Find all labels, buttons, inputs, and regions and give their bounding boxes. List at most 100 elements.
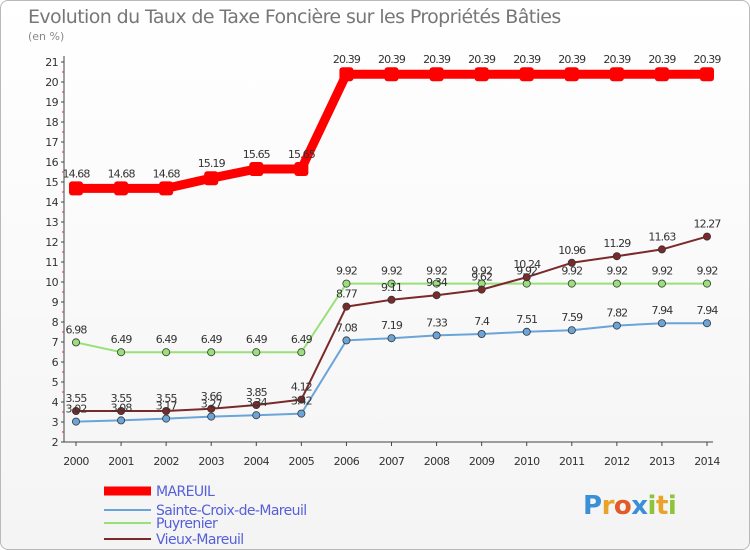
data-label: 7.51 bbox=[516, 313, 537, 326]
data-label: 15.19 bbox=[198, 157, 226, 170]
data-label: 3.17 bbox=[156, 400, 178, 413]
data-label: 6.49 bbox=[111, 333, 133, 346]
data-point bbox=[294, 162, 309, 176]
data-label: 10.96 bbox=[558, 244, 586, 257]
x-tick-label: 2006 bbox=[334, 455, 360, 468]
y-tick-label: 4 bbox=[52, 396, 59, 409]
legend-label: Puyrenier bbox=[156, 516, 218, 532]
data-label: 9.11 bbox=[381, 281, 402, 294]
data-point bbox=[612, 321, 621, 330]
legend-label: Sainte-Croix-de-Mareuil bbox=[156, 503, 307, 519]
data-label: 20.39 bbox=[423, 53, 451, 66]
y-tick-label: 19 bbox=[45, 96, 58, 109]
y-tick-label: 2 bbox=[52, 436, 58, 449]
data-label: 3.27 bbox=[201, 398, 223, 411]
data-point bbox=[432, 291, 441, 300]
data-point bbox=[207, 348, 216, 357]
data-point bbox=[387, 334, 396, 343]
data-label: 20.39 bbox=[694, 53, 722, 66]
data-point bbox=[114, 181, 129, 196]
x-tick-label: 2008 bbox=[424, 455, 450, 468]
data-point bbox=[522, 327, 531, 336]
data-label: 20.39 bbox=[378, 53, 406, 66]
data-label: 3.55 bbox=[156, 392, 178, 405]
data-label: 7.59 bbox=[561, 311, 583, 324]
logo-letter: r bbox=[601, 491, 615, 521]
y-tick-label: 12 bbox=[45, 236, 58, 249]
data-label: 20.39 bbox=[648, 53, 676, 66]
data-label: 11.29 bbox=[603, 237, 631, 250]
proxiti-logo: Proxiti bbox=[583, 491, 677, 521]
data-point bbox=[657, 319, 666, 328]
data-point bbox=[72, 338, 81, 347]
data-point bbox=[339, 67, 354, 82]
data-point bbox=[567, 258, 576, 267]
data-point bbox=[384, 67, 399, 82]
y-tick-label: 21 bbox=[45, 56, 58, 69]
data-label: 4.12 bbox=[291, 381, 312, 394]
data-point bbox=[567, 279, 576, 288]
data-label: 9.34 bbox=[426, 276, 448, 289]
data-label: 10.24 bbox=[513, 258, 541, 271]
data-point bbox=[432, 279, 441, 288]
data-label: 3.08 bbox=[111, 401, 133, 414]
data-point bbox=[252, 411, 261, 420]
data-label: 14.68 bbox=[153, 167, 181, 180]
data-point bbox=[700, 67, 714, 82]
y-tick-label: 15 bbox=[45, 176, 58, 189]
y-tick-label: 13 bbox=[45, 216, 58, 229]
logo-letter: P bbox=[583, 491, 602, 521]
data-point bbox=[474, 67, 489, 82]
x-tick-label: 2004 bbox=[243, 455, 269, 468]
logo-letter: i bbox=[647, 491, 657, 521]
y-tick-label: 8 bbox=[52, 316, 59, 329]
x-tick-label: 2007 bbox=[379, 455, 405, 468]
data-label: 7.4 bbox=[474, 315, 490, 328]
data-point bbox=[162, 414, 171, 423]
data-point bbox=[342, 336, 351, 345]
y-tick-label: 17 bbox=[45, 136, 58, 149]
data-label: 7.08 bbox=[336, 321, 358, 334]
data-label: 3.42 bbox=[291, 395, 312, 408]
data-label: 9.62 bbox=[471, 271, 492, 284]
data-label: 9.92 bbox=[336, 265, 357, 278]
data-point bbox=[117, 348, 126, 357]
data-point bbox=[159, 181, 174, 196]
data-label: 7.94 bbox=[697, 304, 719, 317]
x-tick-label: 2005 bbox=[289, 455, 315, 468]
data-point bbox=[432, 331, 441, 340]
y-tick-label: 10 bbox=[45, 276, 58, 289]
data-label: 20.39 bbox=[468, 53, 496, 66]
data-label: 6.49 bbox=[291, 333, 313, 346]
x-tick-label: 2013 bbox=[649, 455, 675, 468]
data-point bbox=[252, 400, 261, 409]
data-label: 15.65 bbox=[288, 148, 316, 161]
x-tick-label: 2010 bbox=[514, 455, 540, 468]
data-point bbox=[207, 412, 216, 421]
data-point bbox=[477, 329, 486, 338]
chart-title: Evolution du Taux de Taxe Foncière sur l… bbox=[28, 6, 561, 28]
data-point bbox=[342, 302, 351, 311]
x-tick-label: 2009 bbox=[469, 455, 495, 468]
chart-unit-label: (en %) bbox=[28, 30, 65, 43]
data-label: 3.66 bbox=[201, 390, 223, 403]
data-point bbox=[429, 67, 444, 82]
y-tick-label: 9 bbox=[52, 296, 59, 309]
y-tick-label: 18 bbox=[45, 116, 58, 129]
y-tick-label: 14 bbox=[45, 196, 58, 209]
y-tick-label: 3 bbox=[52, 416, 59, 429]
data-point bbox=[387, 295, 396, 304]
data-point bbox=[657, 279, 666, 288]
x-tick-label: 2012 bbox=[604, 455, 630, 468]
data-point bbox=[564, 67, 579, 82]
data-point bbox=[72, 406, 81, 415]
data-label: 7.19 bbox=[381, 319, 403, 332]
x-tick-label: 2002 bbox=[153, 455, 179, 468]
y-tick-label: 20 bbox=[45, 76, 58, 89]
data-point bbox=[249, 162, 264, 176]
data-label: 6.49 bbox=[201, 333, 223, 346]
data-label: 6.49 bbox=[246, 333, 268, 346]
data-label: 20.39 bbox=[513, 53, 541, 66]
